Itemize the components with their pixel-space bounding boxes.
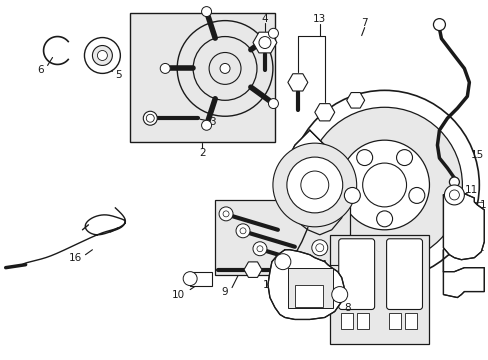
Text: 16: 16 — [69, 253, 82, 263]
Circle shape — [300, 171, 328, 199]
Circle shape — [396, 150, 412, 166]
Bar — [190, 272, 212, 285]
Text: 14: 14 — [314, 260, 328, 270]
Circle shape — [220, 63, 229, 73]
FancyBboxPatch shape — [386, 239, 422, 310]
Text: 4: 4 — [261, 14, 268, 24]
Circle shape — [344, 188, 360, 203]
Text: 8: 8 — [344, 302, 350, 312]
Circle shape — [219, 207, 233, 221]
Text: 10: 10 — [171, 289, 184, 300]
FancyBboxPatch shape — [329, 235, 428, 345]
Bar — [294, 285, 322, 306]
Circle shape — [160, 63, 170, 73]
Circle shape — [362, 163, 406, 207]
Circle shape — [92, 45, 112, 66]
Circle shape — [339, 140, 428, 230]
Text: 6: 6 — [37, 66, 44, 76]
Text: 15: 15 — [470, 150, 483, 160]
FancyBboxPatch shape — [388, 314, 400, 329]
Circle shape — [268, 28, 278, 38]
FancyBboxPatch shape — [340, 314, 352, 329]
FancyBboxPatch shape — [356, 314, 368, 329]
Circle shape — [201, 6, 211, 17]
Circle shape — [448, 177, 458, 187]
Circle shape — [84, 37, 120, 73]
Circle shape — [432, 19, 445, 31]
Circle shape — [272, 143, 356, 227]
Text: 1: 1 — [479, 200, 486, 210]
Circle shape — [331, 287, 347, 302]
Text: 2: 2 — [199, 148, 205, 158]
Circle shape — [201, 120, 211, 130]
Text: 9: 9 — [221, 287, 228, 297]
Circle shape — [376, 211, 392, 227]
Bar — [287, 268, 332, 307]
Circle shape — [183, 272, 197, 285]
Polygon shape — [443, 250, 483, 298]
FancyBboxPatch shape — [130, 13, 274, 142]
Circle shape — [236, 224, 249, 238]
FancyBboxPatch shape — [404, 314, 416, 329]
Circle shape — [311, 240, 327, 256]
Polygon shape — [267, 250, 344, 319]
Text: 11: 11 — [464, 185, 477, 195]
Circle shape — [97, 50, 107, 60]
Circle shape — [143, 111, 157, 125]
Circle shape — [306, 107, 462, 263]
Text: 13: 13 — [312, 14, 326, 24]
Text: 12: 12 — [263, 280, 276, 289]
Text: 7: 7 — [361, 18, 367, 28]
Circle shape — [252, 242, 266, 256]
Text: 3: 3 — [208, 117, 215, 127]
Circle shape — [289, 90, 478, 280]
Polygon shape — [281, 130, 347, 235]
Circle shape — [444, 185, 464, 205]
FancyBboxPatch shape — [215, 200, 349, 275]
FancyBboxPatch shape — [338, 239, 374, 310]
Circle shape — [356, 150, 372, 166]
Text: 5: 5 — [115, 71, 122, 80]
Circle shape — [268, 99, 278, 109]
Circle shape — [286, 157, 342, 213]
Polygon shape — [443, 192, 483, 260]
Circle shape — [274, 254, 290, 270]
Circle shape — [408, 188, 424, 203]
